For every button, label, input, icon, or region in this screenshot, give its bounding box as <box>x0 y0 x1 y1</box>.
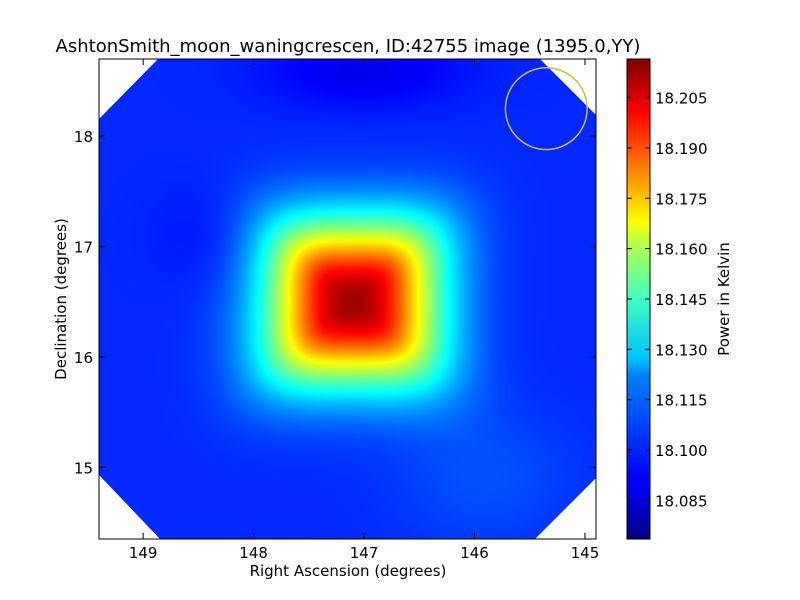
x-tick-label: 147 <box>350 544 379 562</box>
y-tick-label: 16 <box>74 349 93 367</box>
y-axis: 15 16 17 18 <box>74 128 596 477</box>
x-axis-label: Right Ascension (degrees) <box>250 562 447 580</box>
y-axis-label: Declination (degrees) <box>52 218 70 380</box>
corner-blank-top-right <box>540 59 596 115</box>
y-tick-label: 15 <box>74 459 93 477</box>
corner-blank-bottom-left <box>99 475 160 539</box>
colorbar: 18.085 18.100 18.115 18.130 18.145 18.160 18.1… <box>626 58 733 540</box>
beam-circle <box>504 67 588 151</box>
heatmap-image <box>99 59 596 539</box>
colorbar-label: Power in Kelvin <box>715 242 733 356</box>
plot-area <box>99 59 596 539</box>
colorbar-ticks: 18.085 18.100 18.115 18.130 18.145 18.160 18.1… <box>627 90 708 510</box>
corner-blank-top-left <box>99 59 158 119</box>
chart-title: AshtonSmith_moon_waningcrescen, ID:42755… <box>56 36 641 57</box>
colorbar-tick-label: 18.145 <box>655 291 708 309</box>
corner-blank-bottom-right <box>535 478 596 539</box>
y-tick-label: 18 <box>74 128 93 146</box>
plot-frame <box>98 58 597 540</box>
x-tick-label: 146 <box>460 544 489 562</box>
y-tick-label: 17 <box>74 239 93 257</box>
colorbar-tick-label: 18.085 <box>655 492 708 510</box>
colorbar-tick-label: 18.160 <box>655 241 708 259</box>
colorbar-tick-label: 18.115 <box>655 392 708 410</box>
x-axis: 149 148 147 146 145 <box>129 59 599 562</box>
colorbar-tick-label: 18.190 <box>655 140 708 158</box>
colorbar-tick-label: 18.100 <box>655 442 708 460</box>
x-tick-label: 145 <box>571 544 600 562</box>
x-tick-label: 149 <box>129 544 158 562</box>
x-tick-label: 148 <box>239 544 268 562</box>
colorbar-tick-label: 18.175 <box>655 190 708 208</box>
colorbar-tick-label: 18.205 <box>655 90 708 108</box>
colorbar-tick-label: 18.130 <box>655 341 708 359</box>
